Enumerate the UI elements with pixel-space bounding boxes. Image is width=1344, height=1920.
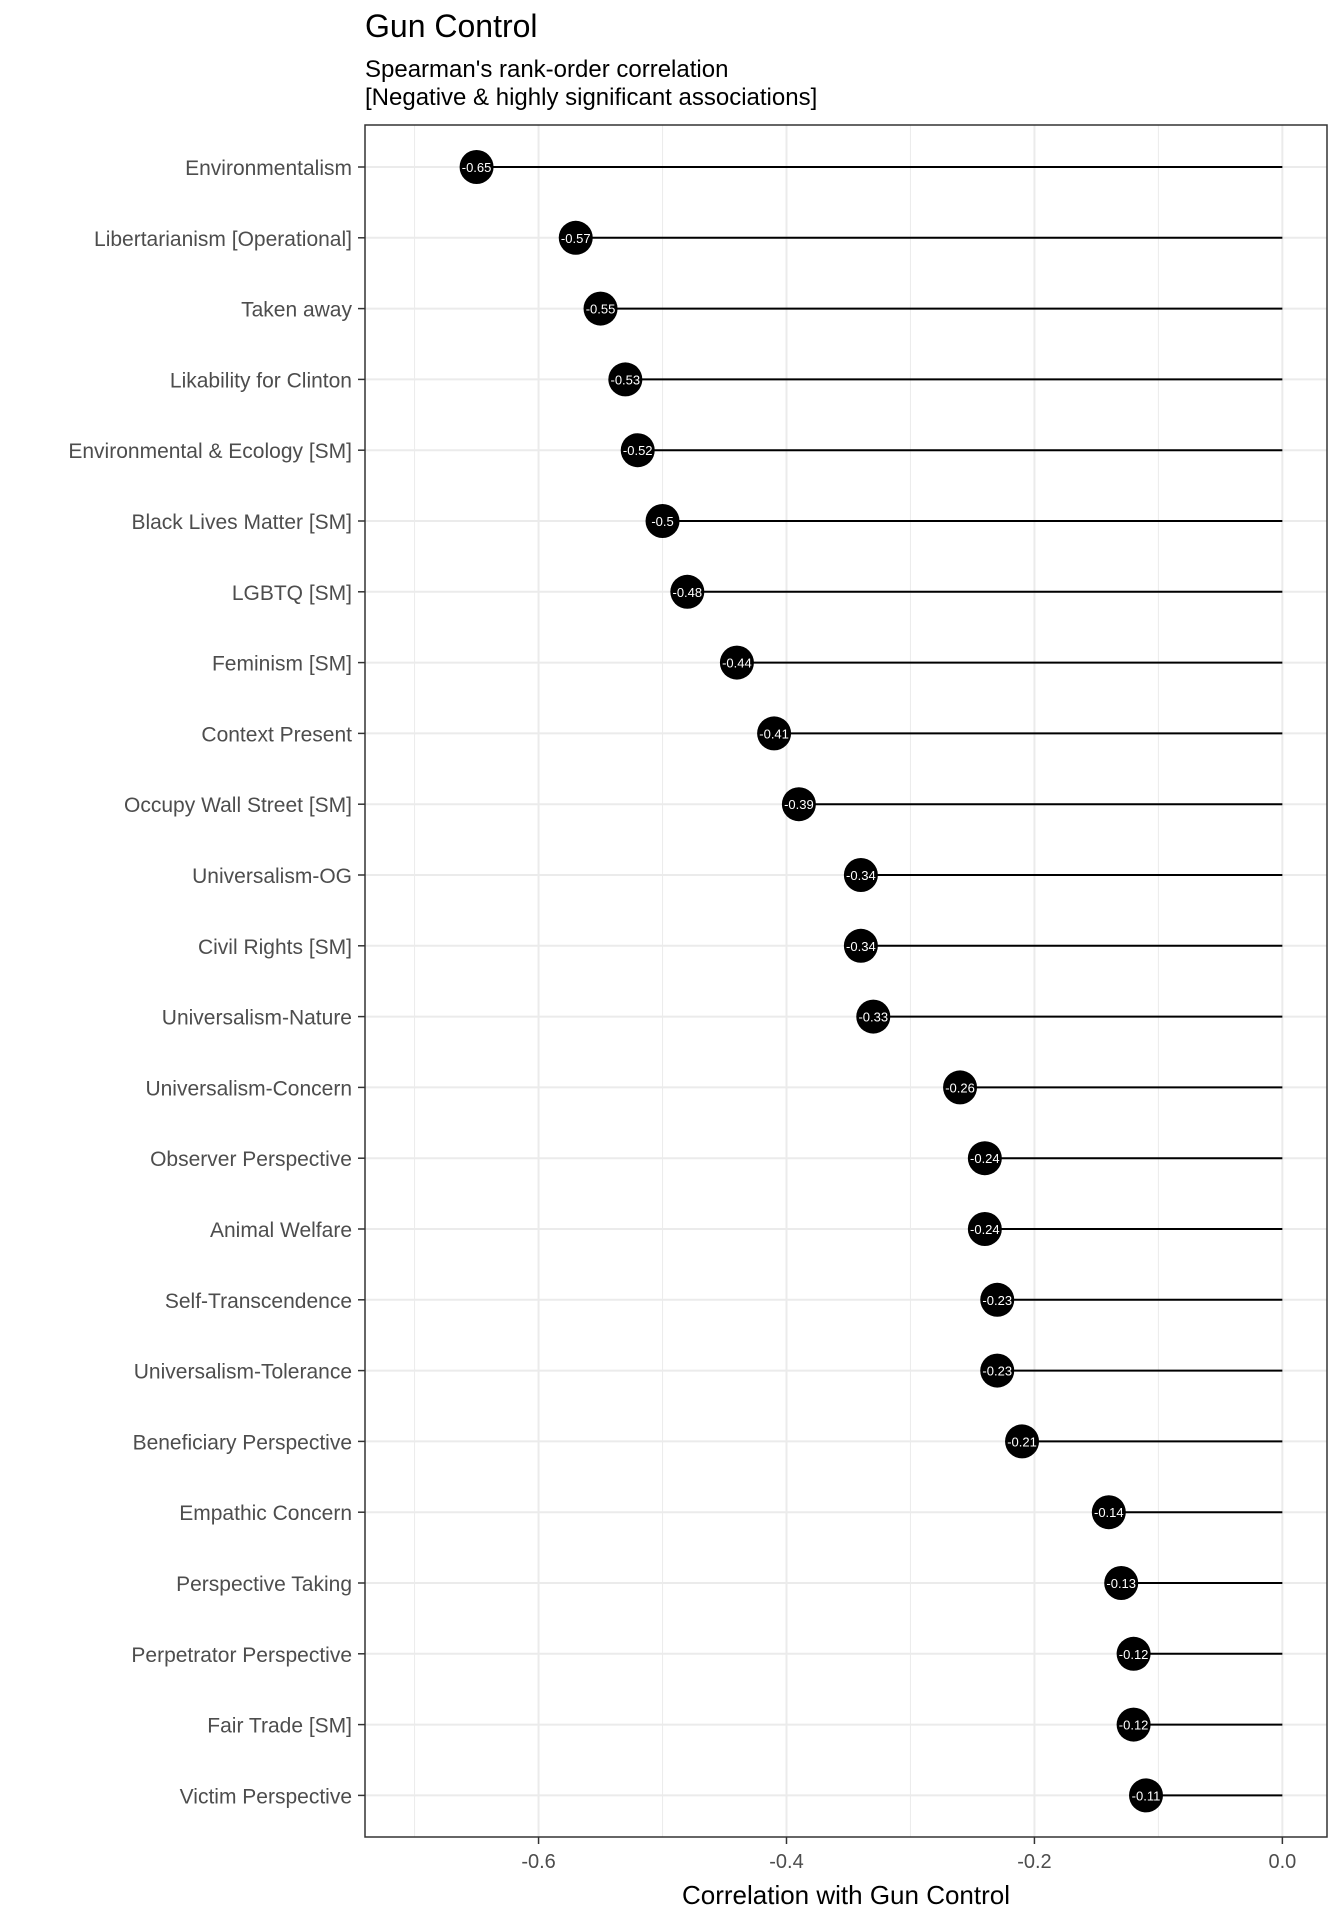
panel-border bbox=[364, 124, 1328, 1838]
y-tick-label: Perspective Taking bbox=[176, 1573, 352, 1596]
lollipop-point bbox=[670, 574, 705, 609]
y-tick-label: Fair Trade [SM] bbox=[207, 1715, 352, 1738]
y-tick-label: Empathic Concern bbox=[179, 1502, 352, 1525]
lollipop-point bbox=[620, 433, 655, 468]
lollipop-point bbox=[608, 362, 643, 397]
point-value-label: -0.39 bbox=[784, 797, 814, 812]
y-tick-label: Likability for Clinton bbox=[170, 369, 352, 392]
point-value-label: -0.41 bbox=[759, 726, 789, 741]
lollipop-point bbox=[719, 645, 754, 680]
point-value-label: -0.57 bbox=[561, 231, 591, 246]
y-tick-label: Environmental & Ecology [SM] bbox=[68, 440, 352, 463]
point-value-label: -0.11 bbox=[1132, 1788, 1161, 1803]
y-tick-label: Environmentalism bbox=[185, 157, 352, 180]
point-value-label: -0.24 bbox=[970, 1222, 1000, 1237]
y-tick-label: Black Lives Matter [SM] bbox=[131, 511, 352, 534]
y-tick-label: Perpetrator Perspective bbox=[131, 1644, 352, 1667]
point-value-label: -0.23 bbox=[982, 1293, 1012, 1308]
chart-subtitle: Spearman's rank-order correlation [Negat… bbox=[365, 56, 817, 112]
lollipop-point bbox=[843, 928, 878, 963]
lollipop-point bbox=[980, 1353, 1015, 1388]
x-axis-ticks: -0.6 -0.4 -0.2 0.0 bbox=[521, 1837, 1296, 1873]
lollipop-point bbox=[1116, 1636, 1151, 1671]
point-value-label: -0.52 bbox=[623, 443, 653, 458]
point-value-label: -0.34 bbox=[846, 868, 876, 883]
point-value-label: -0.65 bbox=[462, 160, 492, 175]
lollipop-point bbox=[967, 1141, 1002, 1176]
lollipop-point bbox=[645, 504, 680, 538]
point-value-label: -0.23 bbox=[982, 1364, 1012, 1379]
y-axis-ticks: Environmentalism Libertarianism [Operatio… bbox=[68, 157, 365, 1808]
point-value-label: -0.12 bbox=[1119, 1647, 1149, 1662]
lollipop-point bbox=[843, 858, 878, 892]
point-value-label: -0.21 bbox=[1007, 1434, 1037, 1449]
x-tick-label: -0.6 bbox=[521, 1851, 555, 1873]
point-value-label: -0.14 bbox=[1094, 1505, 1124, 1520]
lollipop-point bbox=[980, 1282, 1015, 1317]
y-tick-label: Animal Welfare bbox=[210, 1219, 352, 1242]
subtitle-line-1: Spearman's rank-order correlation bbox=[365, 56, 729, 83]
point-value-label: -0.13 bbox=[1106, 1576, 1136, 1591]
y-tick-label: Victim Perspective bbox=[180, 1785, 352, 1808]
lollipop-point bbox=[1091, 1495, 1126, 1530]
x-tick-label: -0.2 bbox=[1017, 1851, 1051, 1873]
lollipop-point bbox=[1005, 1424, 1040, 1459]
y-tick-label: Beneficiary Perspective bbox=[133, 1431, 352, 1454]
subtitle-line-2: [Negative & highly significant associati… bbox=[365, 84, 818, 111]
lollipop-point bbox=[1104, 1566, 1139, 1600]
point-value-label: -0.44 bbox=[722, 656, 752, 671]
lollipop-point bbox=[856, 999, 891, 1034]
lollipop-point bbox=[583, 291, 618, 326]
point-value-label: -0.26 bbox=[945, 1080, 975, 1095]
y-tick-label: Universalism-Tolerance bbox=[134, 1361, 352, 1384]
x-tick-label: -0.4 bbox=[769, 1851, 803, 1873]
y-tick-label: Universalism-Concern bbox=[145, 1077, 352, 1100]
y-tick-label: Self-Transcendence bbox=[165, 1290, 352, 1313]
y-tick-label: Feminism [SM] bbox=[212, 653, 352, 676]
lollipop-point bbox=[1116, 1707, 1151, 1742]
chart-title: Gun Control bbox=[365, 8, 538, 44]
y-tick-label: Context Present bbox=[201, 723, 352, 746]
lollipop-point bbox=[967, 1212, 1002, 1246]
y-tick-label: Occupy Wall Street [SM] bbox=[124, 794, 352, 817]
point-value-label: -0.55 bbox=[586, 302, 616, 317]
point-value-label: -0.33 bbox=[858, 1010, 888, 1025]
point-value-label: -0.34 bbox=[846, 939, 876, 954]
point-value-label: -0.5 bbox=[651, 514, 673, 529]
point-value-label: -0.12 bbox=[1119, 1718, 1149, 1733]
point-value-label: -0.24 bbox=[970, 1151, 1000, 1166]
lollipop-point bbox=[943, 1070, 978, 1105]
lollipop-point bbox=[757, 716, 792, 751]
y-tick-label: Taken away bbox=[241, 299, 352, 322]
y-tick-label: Universalism-OG bbox=[192, 865, 352, 888]
y-tick-label: LGBTQ [SM] bbox=[232, 582, 352, 605]
lollipop-point bbox=[459, 150, 494, 184]
lollipop-point bbox=[781, 787, 816, 822]
lollipop-points: -0.65 -0.57 -0.55 -0.53 -0.52 -0.5 -0.48 -0.44 -… bbox=[459, 150, 1164, 1813]
lollipop-point bbox=[558, 220, 593, 255]
grid-lines bbox=[365, 125, 1327, 1837]
point-value-label: -0.53 bbox=[611, 372, 641, 387]
y-tick-label: Libertarianism [Operational] bbox=[94, 228, 352, 251]
point-value-label: -0.48 bbox=[672, 585, 702, 600]
lollipop-point bbox=[1129, 1778, 1164, 1813]
y-tick-label: Universalism-Nature bbox=[162, 1007, 352, 1030]
x-axis-label: Correlation with Gun Control bbox=[681, 1880, 1011, 1910]
x-tick-label: 0.0 bbox=[1268, 1851, 1296, 1873]
y-tick-label: Civil Rights [SM] bbox=[198, 936, 352, 959]
y-tick-label: Observer Perspective bbox=[150, 1148, 352, 1171]
lollipop-segments bbox=[476, 166, 1283, 1797]
